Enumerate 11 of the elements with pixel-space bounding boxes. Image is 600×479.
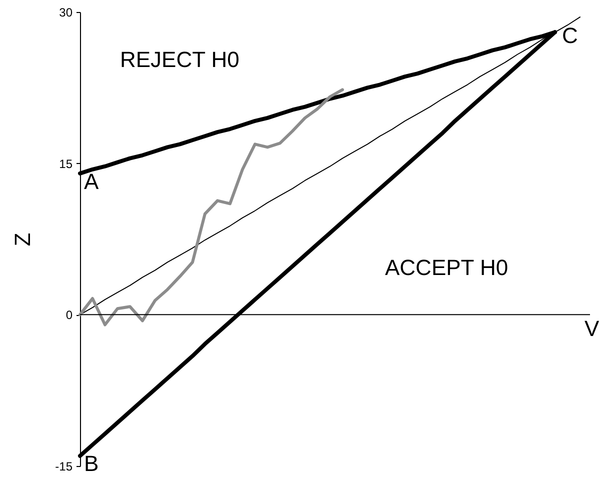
annotation: A (84, 169, 99, 194)
y-axis-title: Z (10, 232, 36, 246)
annotation: C (562, 23, 578, 48)
annotation: B (84, 451, 99, 476)
y-tick-label: 15 (59, 156, 73, 171)
y-tick-label: 30 (59, 6, 73, 20)
y-tick-label: -15 (55, 460, 73, 474)
y-tick-label: 0 (66, 308, 73, 322)
x-axis-title: V (584, 316, 600, 342)
annotation: REJECT H0 (120, 47, 240, 72)
annotation: ACCEPT H0 (385, 255, 508, 280)
